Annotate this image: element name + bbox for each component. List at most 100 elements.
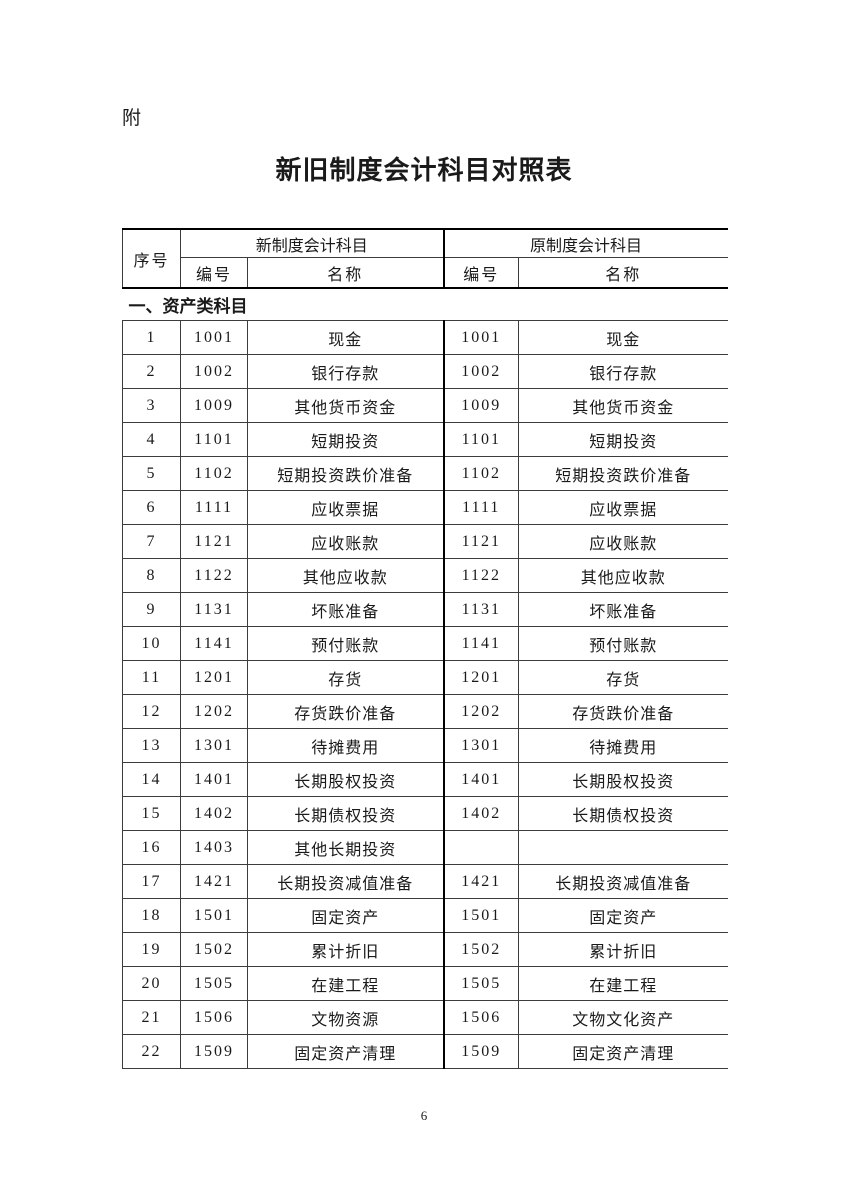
- old-code-cell: 1509: [442, 1034, 519, 1069]
- table-row: 1 1001 现金 1001 现金: [122, 320, 728, 355]
- new-name-cell: 坏账准备: [246, 592, 444, 627]
- new-name-cell: 其他应收款: [246, 558, 444, 593]
- table-row: 5 1102 短期投资跌价准备 1102 短期投资跌价准备: [122, 456, 728, 491]
- serial-cell: 10: [122, 626, 181, 661]
- old-name-cell: [518, 830, 728, 865]
- new-name-cell: 应收票据: [246, 490, 444, 525]
- new-code-cell: 1131: [180, 592, 248, 627]
- header-old-name: 名称: [518, 257, 728, 288]
- old-code-cell: 1506: [442, 1000, 519, 1035]
- old-name-cell: 银行存款: [518, 354, 728, 389]
- old-name-cell: 现金: [518, 320, 728, 355]
- old-name-cell: 固定资产清理: [518, 1034, 728, 1069]
- page-title: 新旧制度会计科目对照表: [275, 156, 573, 185]
- header-new-code: 编号: [180, 257, 248, 288]
- new-code-cell: 1121: [180, 524, 248, 559]
- serial-cell: 11: [122, 660, 181, 695]
- table-row: 8 1122 其他应收款 1122 其他应收款: [122, 558, 728, 593]
- serial-cell: 1: [122, 320, 181, 355]
- old-code-cell: 1122: [442, 558, 519, 593]
- new-code-cell: 1201: [180, 660, 248, 695]
- section-row: 一、资产类科目: [122, 287, 728, 321]
- old-name-cell: 其他货币资金: [518, 388, 728, 423]
- new-code-cell: 1102: [180, 456, 248, 491]
- table-row: 19 1502 累计折旧 1502 累计折旧: [122, 932, 728, 967]
- table-row: 9 1131 坏账准备 1131 坏账准备: [122, 592, 728, 627]
- new-code-cell: 1506: [180, 1000, 248, 1035]
- old-code-cell: 1141: [442, 626, 519, 661]
- old-code-cell: 1202: [442, 694, 519, 729]
- new-name-cell: 在建工程: [246, 966, 444, 1001]
- table-row: 10 1141 预付账款 1141 预付账款: [122, 626, 728, 661]
- old-code-cell: 1201: [442, 660, 519, 695]
- new-name-cell: 短期投资跌价准备: [246, 456, 444, 491]
- old-code-cell: 1501: [442, 898, 519, 933]
- serial-cell: 14: [122, 762, 181, 797]
- header-row-sub: 编号 名称 编号 名称: [123, 257, 728, 288]
- new-code-cell: 1002: [180, 354, 248, 389]
- new-name-cell: 长期债权投资: [246, 796, 444, 831]
- serial-cell: 18: [122, 898, 181, 933]
- new-name-cell: 存货跌价准备: [246, 694, 444, 729]
- old-code-cell: 1002: [442, 354, 519, 389]
- old-name-cell: 长期债权投资: [518, 796, 728, 831]
- new-name-cell: 累计折旧: [246, 932, 444, 967]
- old-name-cell: 其他应收款: [518, 558, 728, 593]
- table-row: 7 1121 应收账款 1121 应收账款: [122, 524, 728, 559]
- old-code-cell: 1121: [442, 524, 519, 559]
- new-name-cell: 长期投资减值准备: [246, 864, 444, 899]
- section-title: 一、资产类科目: [122, 287, 728, 321]
- new-code-cell: 1101: [180, 422, 248, 457]
- new-name-cell: 待摊费用: [246, 728, 444, 763]
- serial-cell: 6: [122, 490, 181, 525]
- new-code-cell: 1401: [180, 762, 248, 797]
- old-code-cell: 1421: [442, 864, 519, 899]
- old-name-cell: 存货跌价准备: [518, 694, 728, 729]
- old-code-cell: 1401: [442, 762, 519, 797]
- old-name-cell: 固定资产: [518, 898, 728, 933]
- table-row: 18 1501 固定资产 1501 固定资产: [122, 898, 728, 933]
- new-code-cell: 1402: [180, 796, 248, 831]
- header-serial: 序号: [122, 228, 181, 288]
- old-name-cell: 累计折旧: [518, 932, 728, 967]
- serial-cell: 15: [122, 796, 181, 831]
- old-code-cell: 1131: [442, 592, 519, 627]
- old-code-cell: 1101: [442, 422, 519, 457]
- old-code-cell: 1102: [442, 456, 519, 491]
- old-code-cell: 1402: [442, 796, 519, 831]
- old-name-cell: 预付账款: [518, 626, 728, 661]
- header-old-code: 编号: [442, 257, 519, 288]
- page-number: 6: [420, 1108, 428, 1123]
- new-code-cell: 1403: [180, 830, 248, 865]
- new-code-cell: 1509: [180, 1034, 248, 1069]
- serial-cell: 19: [122, 932, 181, 967]
- new-name-cell: 预付账款: [246, 626, 444, 661]
- old-code-cell: 1009: [442, 388, 519, 423]
- new-code-cell: 1421: [180, 864, 248, 899]
- old-code-cell: 1001: [442, 320, 519, 355]
- old-code-cell: 1111: [442, 490, 519, 525]
- header-row-top: 序号 新制度会计科目 原制度会计科目: [122, 228, 728, 288]
- table-row: 11 1201 存货 1201 存货: [122, 660, 728, 695]
- header-new-system: 新制度会计科目: [179, 228, 444, 258]
- old-name-cell: 应收票据: [518, 490, 728, 525]
- serial-cell: 16: [122, 830, 181, 865]
- table-row: 13 1301 待摊费用 1301 待摊费用: [122, 728, 728, 763]
- old-name-cell: 长期股权投资: [518, 762, 728, 797]
- new-name-cell: 应收账款: [246, 524, 444, 559]
- old-code-cell: 1502: [442, 932, 519, 967]
- header-new-name: 名称: [246, 257, 444, 288]
- old-name-cell: 短期投资跌价准备: [518, 456, 728, 491]
- table-body: 1 1001 现金 1001 现金 2 1002 银行存款 1002 银行存款 3 1009 其他货币资…: [122, 320, 728, 1069]
- old-code-cell: [442, 830, 519, 865]
- serial-cell: 12: [122, 694, 181, 729]
- old-code-cell: 1301: [442, 728, 519, 763]
- serial-cell: 7: [122, 524, 181, 559]
- table-row: 21 1506 文物资源 1506 文物文化资产: [122, 1000, 728, 1035]
- new-code-cell: 1301: [180, 728, 248, 763]
- new-name-cell: 文物资源: [246, 1000, 444, 1035]
- new-code-cell: 1001: [180, 320, 248, 355]
- old-name-cell: 坏账准备: [518, 592, 728, 627]
- new-code-cell: 1111: [180, 490, 248, 525]
